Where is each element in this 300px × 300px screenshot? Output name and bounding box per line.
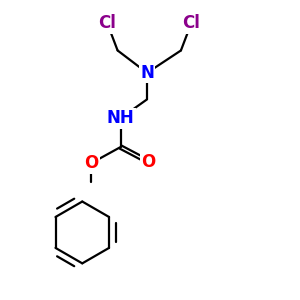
Text: Cl: Cl [182,14,200,32]
Text: NH: NH [107,109,134,127]
Text: Cl: Cl [98,14,116,32]
Text: N: N [140,64,154,82]
Text: O: O [141,153,156,171]
Text: O: O [84,154,98,172]
